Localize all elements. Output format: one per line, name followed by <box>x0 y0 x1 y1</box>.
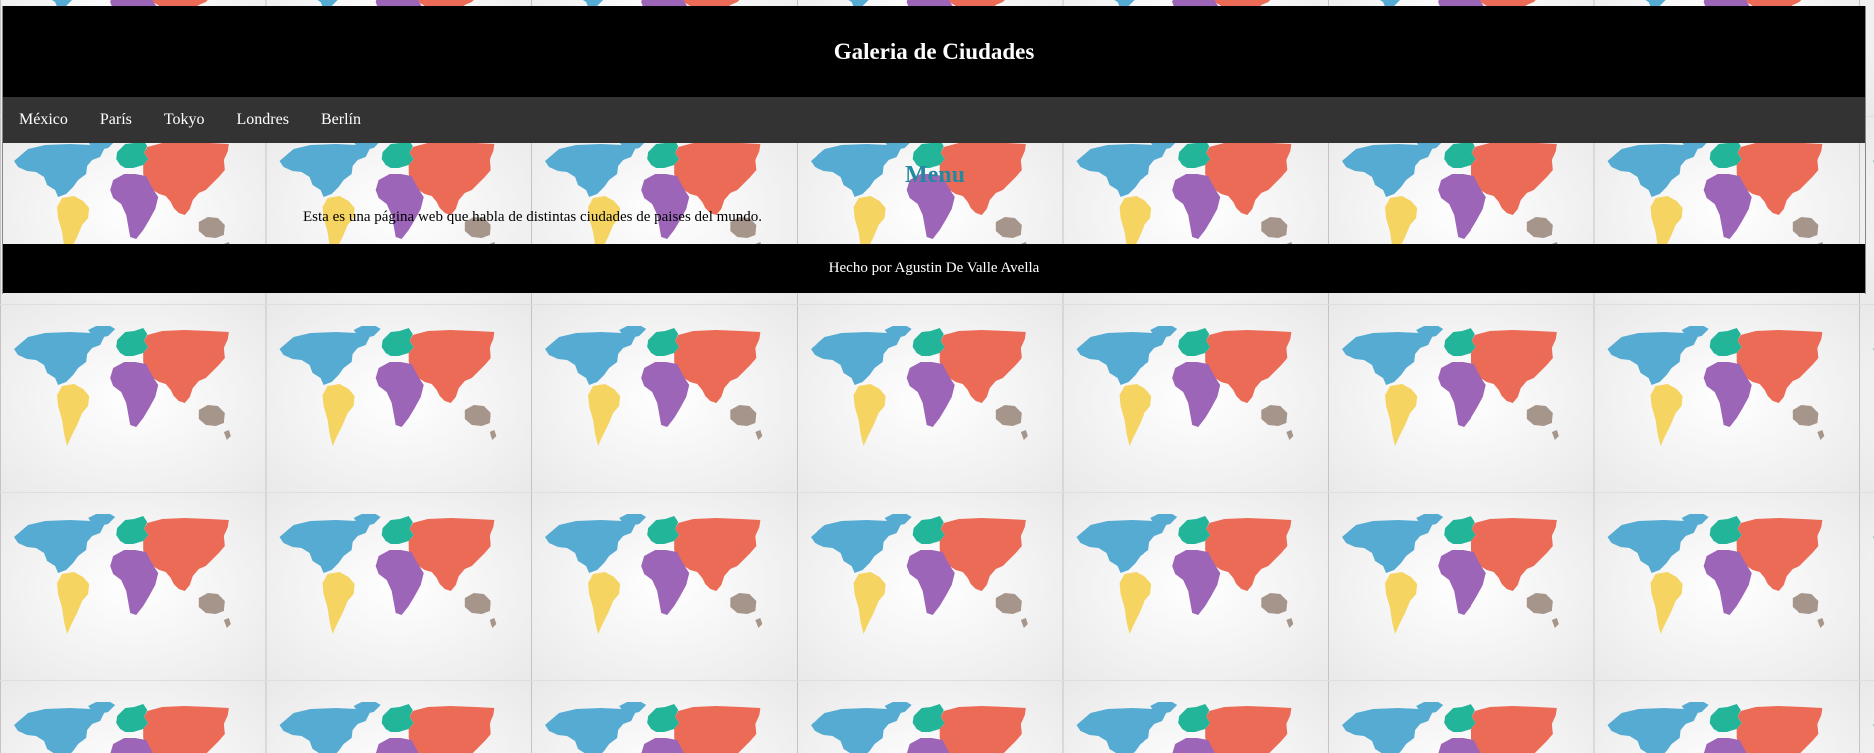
nav-link-londres[interactable]: Londres <box>236 111 289 128</box>
page-frame-left <box>2 6 3 294</box>
menu-heading: Menu <box>905 162 965 188</box>
nav-link-mexico[interactable]: México <box>19 111 68 128</box>
page-title: Galeria de Ciudades <box>833 38 1035 64</box>
nav-link-berlin[interactable]: Berlín <box>320 111 361 128</box>
footer-credit: Hecho por Agustin De Valle Avella <box>828 260 1040 276</box>
page-frame-right <box>1865 6 1866 294</box>
nav-link-paris[interactable]: París <box>99 111 132 128</box>
main-nav: México París Tokyo Londres Berlín <box>3 97 1865 143</box>
intro-text: Esta es una página web que habla de dist… <box>303 209 763 225</box>
site-footer: Hecho por Agustin De Valle Avella <box>3 244 1865 293</box>
nav-link-tokyo[interactable]: Tokyo <box>163 111 205 128</box>
site-header: Galeria de Ciudades <box>3 6 1865 97</box>
